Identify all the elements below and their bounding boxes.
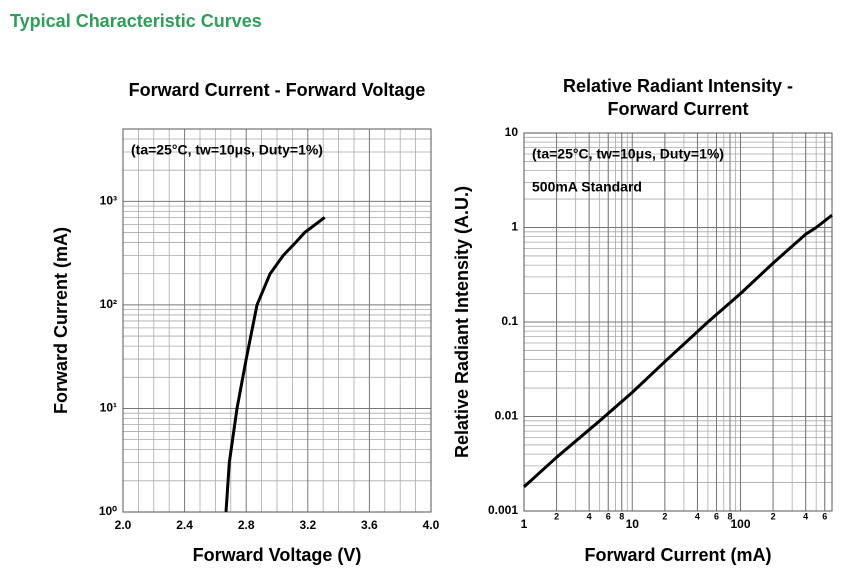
x-tick-label: 8 bbox=[619, 511, 624, 521]
chart-title: Relative Radiant Intensity - bbox=[563, 76, 793, 96]
x-tick-label: 4 bbox=[695, 511, 700, 521]
y-tick-label: 1 bbox=[511, 220, 518, 234]
plot-frame bbox=[122, 128, 432, 513]
x-tick-label: 2 bbox=[771, 511, 776, 521]
annotation: 500mA Standard bbox=[532, 179, 642, 195]
x-tick-label: 2 bbox=[554, 511, 559, 521]
x-tick-label: 3.2 bbox=[299, 518, 316, 532]
x-tick-label: 6 bbox=[714, 511, 719, 521]
x-tick-label: 4 bbox=[803, 511, 808, 521]
x-tick-label: 6 bbox=[822, 511, 827, 521]
annotation: (ta=25°C, tw=10μs, Duty=1%) bbox=[532, 146, 724, 162]
x-tick-label: 2.4 bbox=[176, 518, 193, 532]
x-axis-label: Forward Current (mA) bbox=[584, 545, 771, 565]
x-tick-label: 4.0 bbox=[423, 518, 440, 532]
x-tick-label: 6 bbox=[606, 511, 611, 521]
y-axis-label: Relative Radiant Intensity (A.U.) bbox=[452, 186, 472, 458]
x-tick-label: 2.8 bbox=[238, 518, 255, 532]
chart-title: Forward Current bbox=[607, 99, 748, 119]
y-tick-label: 10 bbox=[505, 125, 519, 139]
x-tick-label: 10 bbox=[626, 517, 640, 531]
y-tick-label: 10¹ bbox=[100, 401, 117, 415]
x-tick-label: 2 bbox=[662, 511, 667, 521]
chart-title: Forward Current - Forward Voltage bbox=[129, 80, 426, 100]
x-tick-label: 4 bbox=[587, 511, 592, 521]
y-tick-label: 0.01 bbox=[495, 409, 519, 423]
y-tick-label: 0.001 bbox=[488, 503, 518, 517]
annotation: (ta=25°C, tw=10μs, Duty=1%) bbox=[131, 142, 323, 158]
y-axis-label: Forward Current (mA) bbox=[51, 227, 71, 414]
x-tick-label: 8 bbox=[728, 511, 733, 521]
y-tick-label: 0.1 bbox=[501, 314, 518, 328]
x-tick-label: 2.0 bbox=[115, 518, 132, 532]
x-tick-label: 1 bbox=[521, 517, 528, 531]
curve bbox=[224, 216, 326, 513]
page-title: Typical Characteristic Curves bbox=[10, 11, 262, 31]
y-tick-label: 10⁰ bbox=[99, 504, 117, 518]
x-axis-label: Forward Voltage (V) bbox=[193, 545, 362, 565]
plot-frame bbox=[523, 132, 833, 512]
y-tick-label: 10³ bbox=[100, 194, 117, 208]
x-tick-label: 100 bbox=[730, 517, 750, 531]
x-tick-label: 3.6 bbox=[361, 518, 378, 532]
curve bbox=[522, 214, 833, 489]
y-tick-label: 10² bbox=[100, 297, 117, 311]
